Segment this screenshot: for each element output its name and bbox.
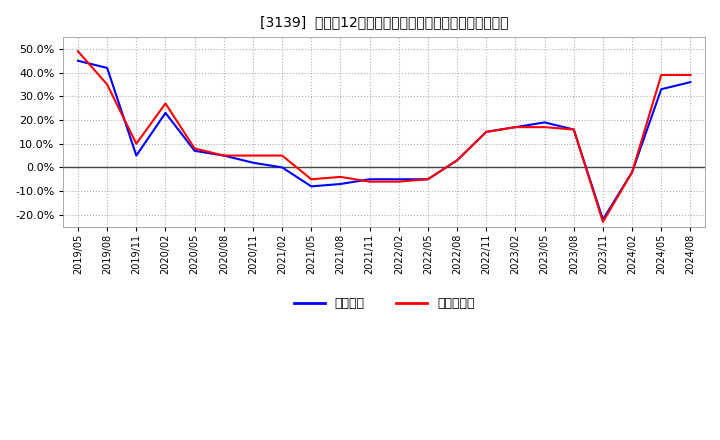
Title: [3139]  利益の12か月移動合計の対前年同期増減率の推移: [3139] 利益の12か月移動合計の対前年同期増減率の推移 <box>260 15 508 29</box>
Legend: 経常利益, 当期純利益: 経常利益, 当期純利益 <box>289 292 480 315</box>
